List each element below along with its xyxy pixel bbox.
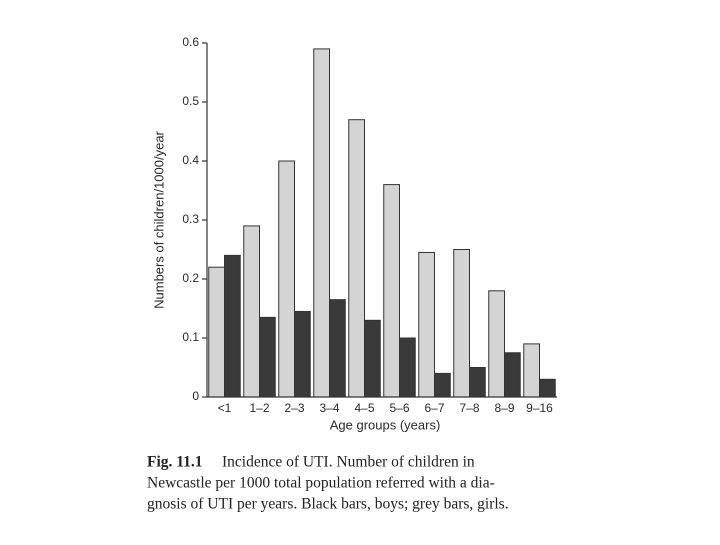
bar (348, 119, 365, 398)
y-tick-label: 0.1 (182, 330, 199, 344)
bar (294, 310, 311, 398)
bar (383, 184, 400, 398)
x-tick-label: 4–5 (354, 401, 374, 415)
bar (313, 48, 330, 398)
bar (243, 225, 260, 398)
bar (504, 352, 521, 398)
y-tick-label: 0 (192, 389, 199, 403)
x-tick-label: <1 (218, 401, 232, 415)
caption-line: Newcastle per 1000 total population refe… (147, 475, 495, 492)
x-tick-label: 5–6 (389, 401, 409, 415)
x-tick-label: 2–3 (284, 401, 304, 415)
bar (224, 254, 241, 398)
x-tick-label: 8–9 (494, 401, 514, 415)
caption-line: gnosis of UTI per years. Black bars, boy… (147, 496, 509, 513)
x-axis-title: Age groups (years) (330, 417, 441, 432)
y-tick-label: 0.4 (182, 153, 199, 167)
bar (469, 367, 486, 398)
bar (329, 299, 346, 398)
x-tick-label: 1–2 (249, 401, 269, 415)
caption-line: Incidence of UTI. Number of children in (222, 454, 475, 471)
x-tick-label: 7–8 (459, 401, 479, 415)
x-tick-label: 9–16 (526, 401, 553, 415)
bar (488, 290, 505, 398)
bar (259, 316, 276, 398)
y-tick-label: 0.6 (182, 35, 199, 49)
x-tick-label: 3–4 (319, 401, 339, 415)
y-tick-label: 0.3 (182, 212, 199, 226)
y-tick-label: 0.2 (182, 271, 199, 285)
bar (539, 378, 556, 398)
bar (364, 319, 381, 398)
caption-label: Fig. 11.1 (147, 454, 203, 471)
y-tick-label: 0.5 (182, 94, 199, 108)
bar (399, 337, 416, 398)
y-axis-title: Numbers of children/1000/year (151, 130, 166, 308)
bar (278, 160, 295, 398)
bar (453, 249, 470, 398)
bar (434, 372, 451, 398)
x-tick-label: 6–7 (424, 401, 444, 415)
bar (208, 266, 225, 398)
bar (523, 343, 540, 398)
bar (418, 251, 435, 398)
